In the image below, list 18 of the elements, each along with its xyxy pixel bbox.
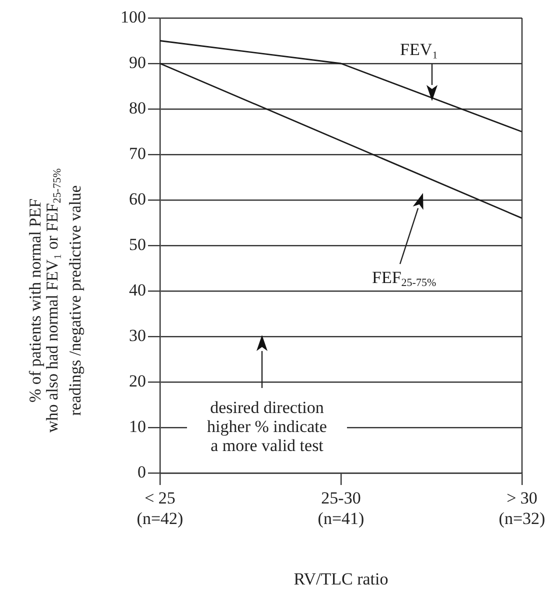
y-tick-label: 40	[129, 280, 146, 300]
annotation: desired direction higher % indicate a more valid test	[187, 398, 347, 455]
series-label: FEV₁	[400, 40, 438, 59]
x-tick-label: > 30 (n=32)	[498, 488, 546, 528]
y-tick-label: 30	[129, 326, 146, 345]
x-axis-title: RV/TLC ratio	[294, 569, 388, 588]
y-tick-label: 70	[129, 144, 146, 163]
y-tick-label: 50	[129, 234, 146, 254]
y-tick-label: 90	[129, 52, 146, 72]
x-tick-label: 25-30 (n=41)	[318, 488, 364, 528]
y-tick-label: 20	[129, 371, 146, 390]
y-tick-label: 80	[129, 98, 146, 118]
y-tick-label: 10	[129, 416, 146, 436]
x-tick-label: < 25 (n=42)	[136, 488, 184, 528]
y-tick-label: 100	[120, 7, 146, 26]
y-tick-label: 0	[138, 462, 146, 482]
text: FEF$_{25-75%}$	[372, 268, 436, 291]
y-tick-label: 60	[129, 189, 146, 208]
